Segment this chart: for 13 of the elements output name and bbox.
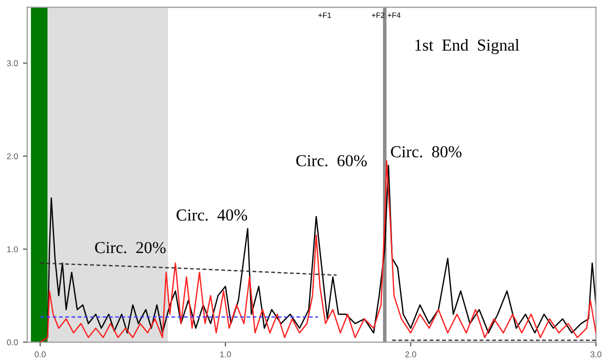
x-tick-label: 3.0 (590, 351, 602, 358)
x-tick-label: 1.0 (220, 351, 231, 358)
y-tick-label: 3.0 (6, 60, 18, 66)
x-tick-label: 2.0 (405, 351, 416, 358)
x-tick-label: 0.0 (34, 351, 46, 358)
annotation: Circ. 80% (390, 146, 462, 158)
annotation: Circ. 20% (95, 242, 166, 254)
y-tick-label: 0.0 (6, 339, 18, 346)
annotation: Circ. 40% (176, 209, 248, 221)
y-tick-label: 1.0 (7, 246, 18, 252)
y-tick-label: 2.0 (7, 153, 18, 160)
annotation: Circ. 60% (296, 155, 367, 166)
annotation: 1st End Signal (415, 39, 520, 54)
